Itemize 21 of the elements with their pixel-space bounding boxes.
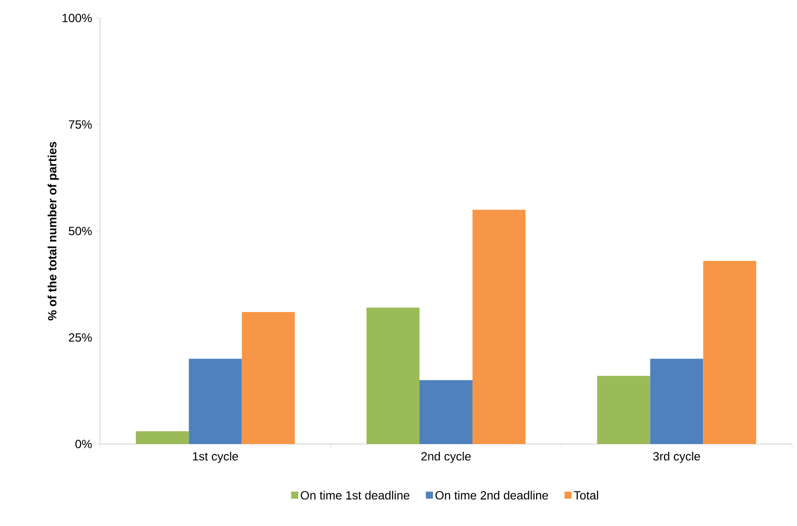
y-tick-label: 75% [68,120,92,129]
x-tick-label: 3rd cycle [653,452,700,463]
y-tick-label: 50% [68,226,92,236]
bar [188,358,242,444]
bar [597,376,650,444]
y-tick-label: 100% [62,14,92,22]
x-tick-label: 1st cycle [192,452,238,463]
bar [366,308,420,444]
y-tick-label: 0% [75,440,92,448]
bar [703,260,756,444]
x-tick-label: 2nd cycle [421,452,471,463]
legend-label: On time 1st deadline [300,490,410,500]
bar [420,380,473,444]
legend-label: Total [574,490,598,500]
y-tick-label: 25% [68,333,92,342]
bar [650,358,704,444]
y-axis-title: % of the total number of parties [48,142,59,320]
bar [472,210,526,444]
bar [136,431,189,444]
bar [242,312,295,444]
legend-label: On time 2nd deadline [435,490,548,500]
